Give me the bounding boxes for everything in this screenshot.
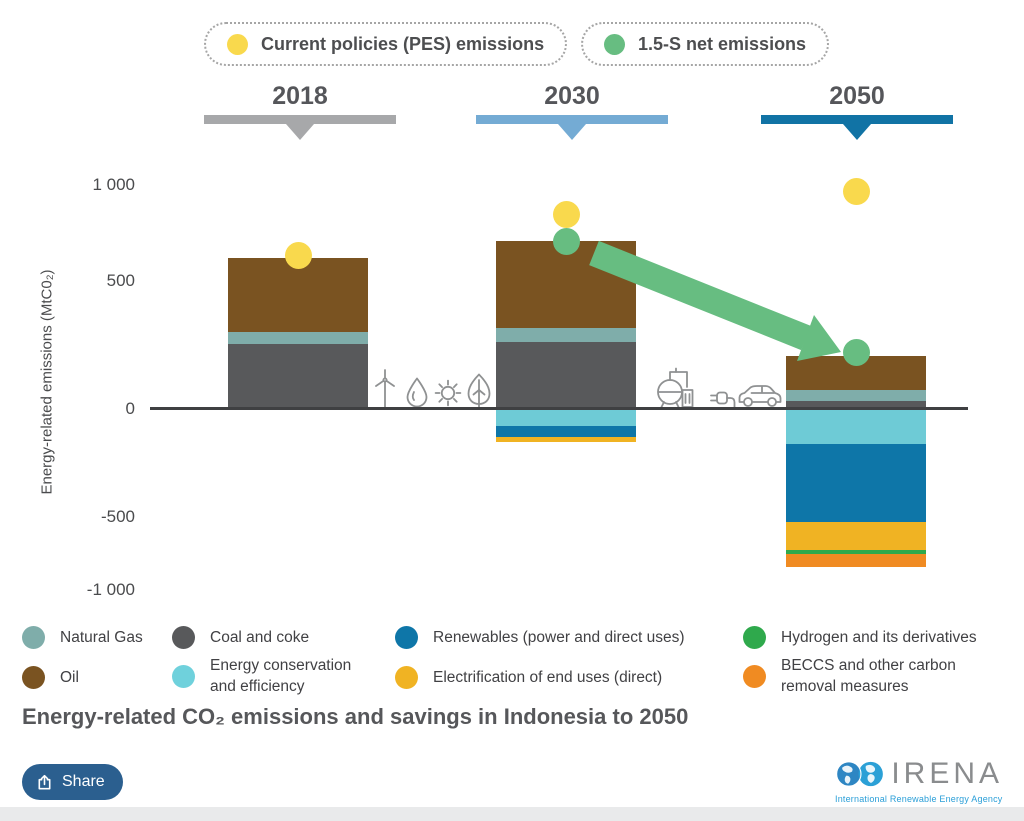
bar-segment-2030-electrification-of-end-uses-direct	[496, 437, 636, 443]
net-emissions-dot-icon	[604, 33, 625, 55]
share-icon	[38, 774, 51, 789]
year-label-2018: 2018	[272, 82, 328, 110]
bar-segment-2018-natural-gas	[228, 332, 368, 344]
legend-item-label: Electrification of end uses (direct)	[433, 669, 663, 686]
energy-conservation-and-efficiency-swatch-icon	[172, 664, 195, 688]
chart-title: Energy-related CO₂ emissions and savings…	[22, 704, 689, 729]
bar-segment-2050-coal-and-coke	[786, 401, 926, 409]
1-5-s-net-emissions-dot-2050	[842, 339, 870, 367]
bar-segment-2050-electrification-of-end-uses-direct	[786, 521, 926, 550]
legend-item-coal-and-coke: Coal and coke	[172, 626, 309, 649]
legend-item-label: Natural Gas	[60, 629, 143, 646]
irena-logo: IRENA International Renewable Energy Age…	[835, 756, 1003, 805]
irena-globes-icon	[836, 761, 883, 787]
legend-item-hydrogen-and-its-derivatives: Hydrogen and its derivatives	[743, 626, 977, 649]
legend-item-label: Energy conservation and efficiency	[210, 657, 352, 695]
year-pointer-icon-2030	[558, 124, 586, 140]
bar-segment-2018-oil	[228, 257, 368, 333]
legend-item-oil: Oil	[22, 666, 79, 689]
legend-item-label: Oil	[60, 669, 79, 686]
hydrogen-and-its-derivatives-swatch-icon	[743, 626, 766, 649]
bar-segment-2030-renewables-power-and-direct-uses	[496, 425, 636, 438]
plug-icon	[710, 388, 736, 414]
y-axis-label: Energy-related emissions (MtC0₂)	[38, 269, 56, 495]
year-bar-2050	[761, 115, 953, 124]
bar-segment-2050-hydrogen-and-its-derivatives	[786, 549, 926, 554]
y-tick-500: -500	[100, 507, 135, 526]
renewables-power-and-direct-uses-swatch-icon	[395, 626, 418, 649]
legend-item-electrification-of-end-uses-direct: Electrification of end uses (direct)	[395, 666, 662, 689]
legend-item-energy-conservation-and-efficiency: Energy conservation and efficiency	[172, 655, 375, 697]
legend-item-beccs-and-other-carbon-removal-measures: BECCS and other carbon removal measures	[743, 655, 981, 697]
electrification-of-end-uses-direct-swatch-icon	[395, 666, 418, 689]
bar-segment-2018-coal-and-coke	[228, 343, 368, 409]
irena-logo-text: IRENA	[891, 757, 1003, 790]
year-bar-2018	[204, 115, 396, 124]
legend-pill-pes: Current policies (PES) emissions	[204, 22, 568, 66]
bar-segment-2050-renewables-power-and-direct-uses	[786, 443, 926, 522]
wind-turbine-icon	[370, 369, 400, 413]
y-tick-500: 500	[106, 271, 135, 290]
year-bar-2030	[476, 115, 668, 124]
legend-item-natural-gas: Natural Gas	[22, 626, 143, 649]
pes-legend-label: Current policies (PES) emissions	[261, 33, 545, 54]
legend-item-label: Hydrogen and its derivatives	[781, 629, 977, 646]
net-emissions-legend-label: 1.5-S net emissions	[638, 33, 807, 54]
bar-segment-2050-natural-gas	[786, 389, 926, 402]
legend-item-label: Renewables (power and direct uses)	[433, 629, 685, 646]
pes-dot-icon	[227, 33, 248, 55]
irena-logo-caption: International Renewable Energy Agency	[835, 794, 1003, 804]
current-policies-pes-emissions-dot-2050	[842, 177, 870, 205]
year-marker-2018: 2018	[204, 82, 396, 140]
bar-segment-2030-natural-gas	[496, 328, 636, 343]
legend-pill-15s: 1.5-S net emissions	[581, 22, 830, 66]
sun-icon	[432, 377, 464, 413]
bar-segment-2030-energy-conservation-and-efficiency	[496, 409, 636, 426]
hydrogen-tank-icon	[654, 366, 702, 414]
beccs-and-other-carbon-removal-measures-swatch-icon	[743, 664, 766, 688]
y-tick-0: 0	[125, 399, 135, 418]
current-policies-pes-emissions-dot-2018	[284, 241, 312, 269]
legend-item-label: BECCS and other carbon removal measures	[781, 657, 956, 695]
year-marker-2030: 2030	[476, 82, 668, 140]
year-pointer-icon-2018	[286, 124, 314, 140]
year-label-2050: 2050	[829, 82, 885, 110]
bar-segment-2030-coal-and-coke	[496, 342, 636, 409]
share-button[interactable]: Share	[22, 764, 123, 800]
year-label-2030: 2030	[544, 82, 600, 110]
leaf-icon	[466, 373, 492, 413]
water-drop-icon	[404, 377, 430, 413]
legend-item-renewables-power-and-direct-uses: Renewables (power and direct uses)	[395, 626, 685, 649]
bar-segment-2050-energy-conservation-and-efficiency	[786, 409, 926, 444]
y-tick-1-000: 1 000	[92, 175, 135, 194]
legend-item-label: Coal and coke	[210, 629, 310, 646]
car-icon	[737, 381, 783, 413]
bar-segment-2050-beccs-and-other-carbon-removal-measures	[786, 553, 926, 567]
year-pointer-icon-2050	[843, 124, 871, 140]
page-bottom-strip	[0, 807, 1024, 821]
current-policies-pes-emissions-dot-2030	[552, 200, 580, 228]
y-tick-1-000: -1 000	[86, 580, 135, 599]
zero-axis-line	[150, 407, 968, 410]
year-marker-2050: 2050	[761, 82, 953, 140]
natural-gas-swatch-icon	[22, 626, 45, 649]
1-5-s-net-emissions-dot-2030	[552, 227, 580, 255]
oil-swatch-icon	[22, 666, 45, 689]
coal-and-coke-swatch-icon	[172, 626, 195, 649]
share-button-label: Share	[62, 773, 105, 790]
